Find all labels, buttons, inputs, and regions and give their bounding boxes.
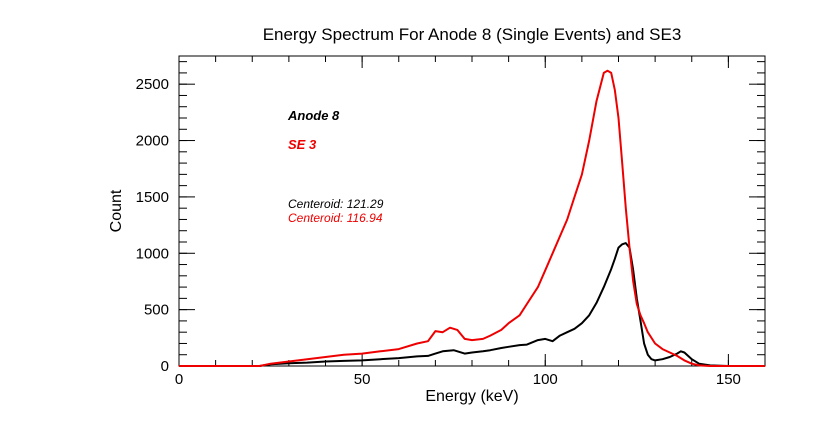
series-line-se-3	[179, 69, 765, 367]
y-axis-ticks	[179, 61, 765, 367]
y-tick-label: 500	[144, 302, 169, 319]
x-tick-label: 150	[716, 371, 741, 388]
y-axis-tick-labels: 0 500 1000 1500 2000 2500	[136, 76, 169, 375]
chart-title: Energy Spectrum For Anode 8 (Single Even…	[263, 25, 682, 44]
y-tick-label: 0	[161, 358, 169, 375]
series-line-anode-8	[179, 242, 765, 367]
plot-frame	[178, 55, 766, 367]
x-axis-ticks	[178, 56, 766, 366]
y-tick-label: 2500	[136, 76, 169, 93]
annotation-centeroid-anode-8: Centeroid: 121.29	[288, 197, 384, 211]
y-axis-label: Count	[108, 189, 125, 232]
x-tick-label: 100	[533, 371, 558, 388]
series-lines	[179, 69, 765, 367]
x-tick-label: 50	[354, 371, 371, 388]
x-tick-label: 0	[175, 371, 183, 388]
legend-anode-8: Anode 8	[287, 108, 340, 123]
annotation-centeroid-se-3: Centeroid: 116.94	[288, 211, 383, 225]
y-tick-label: 2000	[136, 133, 169, 150]
x-axis-label: Energy (keV)	[425, 388, 518, 405]
y-tick-label: 1500	[136, 189, 169, 206]
x-axis-tick-labels: 0 50 100 150	[175, 371, 741, 388]
legend-se-3: SE 3	[288, 137, 317, 152]
y-tick-label: 1000	[136, 245, 169, 262]
